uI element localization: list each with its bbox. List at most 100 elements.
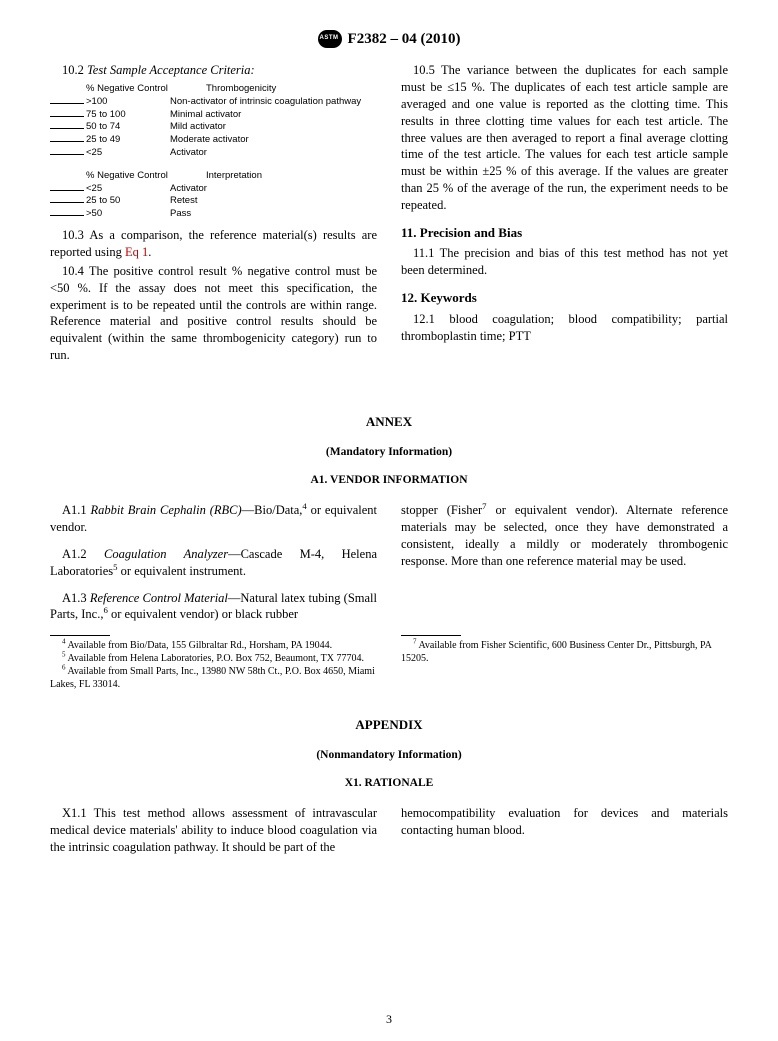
table-row: 50 to 74 Mild activator — [50, 121, 377, 134]
section-num: 10.4 — [62, 264, 84, 278]
cell: Minimal activator — [170, 109, 377, 122]
th-thrombo: Thrombogenicity — [206, 83, 377, 96]
text: . — [148, 245, 151, 259]
section-a1-2: A1.2 Coagulation Analyzer—Cascade M-4, H… — [50, 546, 377, 580]
fn-marker: 5 — [62, 651, 66, 659]
section-num: 11. — [401, 225, 417, 240]
cell: 25 to 50 — [86, 195, 120, 206]
footnotes-right: 7 Available from Fisher Scientific, 600 … — [401, 635, 728, 691]
footnote: 4 Available from Bio/Data, 155 Gilbralta… — [50, 639, 377, 652]
text: stopper (Fisher — [401, 503, 482, 517]
label: Reference Control Material — [90, 591, 228, 605]
appendix-header: APPENDIX (Nonmandatory Information) X1. … — [50, 717, 728, 789]
column-right: hemocompatibility evaluation for devices… — [401, 805, 728, 858]
section-10-4: 10.4 The positive control result % negat… — [50, 263, 377, 364]
section-num: A1.3 — [62, 591, 87, 605]
heading-12: 12. Keywords — [401, 289, 728, 307]
fn-marker: 7 — [413, 638, 417, 646]
blank-line-icon — [50, 215, 84, 216]
text: —Bio/Data, — [242, 503, 303, 517]
section-11-1: 11.1 The precision and bias of this test… — [401, 245, 728, 279]
th-neg-control: % Negative Control — [50, 83, 206, 96]
cell: 25 to 49 — [86, 134, 120, 145]
fn-marker: 4 — [62, 638, 66, 646]
cell: >50 — [86, 208, 102, 219]
section-num: 12. — [401, 290, 417, 305]
cell: Pass — [170, 208, 377, 221]
section-num: 10.2 — [62, 63, 84, 77]
text: The precision and bias of this test meth… — [401, 246, 728, 277]
th-neg-control: % Negative Control — [50, 170, 206, 183]
footnotes: 4 Available from Bio/Data, 155 Gilbralta… — [50, 625, 728, 691]
section-num: 12.1 — [413, 312, 435, 326]
text: hemocompatibility evaluation for devices… — [401, 806, 728, 837]
label: Rabbit Brain Cephalin (RBC) — [91, 503, 242, 517]
table-row: <25 Activator — [50, 183, 377, 196]
section-num: 10.5 — [413, 63, 435, 77]
table-row: % Negative Control Thrombogenicity — [50, 83, 377, 96]
heading-11: 11. Precision and Bias — [401, 224, 728, 242]
blank-line-icon — [50, 202, 84, 203]
column-left: A1.1 Rabbit Brain Cephalin (RBC)—Bio/Dat… — [50, 502, 377, 625]
appendix-columns: X1.1 This test method allows assessment … — [50, 805, 728, 858]
page-number: 3 — [0, 1012, 778, 1027]
column-left: 10.2 Test Sample Acceptance Criteria: % … — [50, 62, 377, 366]
blank-line-icon — [50, 128, 84, 129]
annex-columns: A1.1 Rabbit Brain Cephalin (RBC)—Bio/Dat… — [50, 502, 728, 625]
section-x1-1: X1.1 This test method allows assessment … — [50, 805, 377, 856]
blank-line-icon — [50, 154, 84, 155]
label: Coagulation Analyzer — [104, 547, 228, 561]
annex-header: ANNEX (Mandatory Information) A1. VENDOR… — [50, 414, 728, 486]
fn-text: Available from Bio/Data, 155 Gilbraltar … — [67, 640, 332, 651]
footnote: 5 Available from Helena Laboratories, P.… — [50, 652, 377, 665]
cell: 50 to 74 — [86, 121, 120, 132]
table-row: <25 Activator — [50, 147, 377, 160]
fn-text: Available from Helena Laboratories, P.O.… — [67, 653, 364, 664]
footnote: 6 Available from Small Parts, Inc., 1398… — [50, 665, 377, 691]
cell: 75 to 100 — [86, 109, 126, 120]
section-num: 11.1 — [413, 246, 434, 260]
cell: >100 — [86, 96, 107, 107]
blank-line-icon — [50, 190, 84, 191]
column-right: stopper (Fisher7 or equivalent vendor). … — [401, 502, 728, 625]
footnote-rule — [50, 635, 110, 636]
section-x1-1-cont: hemocompatibility evaluation for devices… — [401, 805, 728, 839]
section-num: 10.3 — [62, 228, 84, 242]
column-left: X1.1 This test method allows assessment … — [50, 805, 377, 858]
cell: Mild activator — [170, 121, 377, 134]
text: The variance between the duplicates for … — [401, 63, 728, 212]
section-10-5: 10.5 The variance between the duplicates… — [401, 62, 728, 214]
annex-title: ANNEX — [50, 414, 728, 430]
cell: Moderate activator — [170, 134, 377, 147]
section-title: Precision and Bias — [420, 225, 522, 240]
text: or equivalent instrument. — [118, 564, 246, 578]
section-num: A1.1 — [62, 503, 87, 517]
section-12-1: 12.1 blood coagulation; blood compatibil… — [401, 311, 728, 345]
cell: <25 — [86, 183, 102, 194]
page: F2382 – 04 (2010) 10.2 Test Sample Accep… — [0, 0, 778, 1041]
table-row: 75 to 100 Minimal activator — [50, 109, 377, 122]
text: or equivalent vendor) or black rubber — [108, 607, 298, 621]
column-right: 10.5 The variance between the duplicates… — [401, 62, 728, 366]
cell: Activator — [170, 183, 377, 196]
section-10-2: 10.2 Test Sample Acceptance Criteria: — [50, 62, 377, 79]
cell: Non-activator of intrinsic coagulation p… — [170, 96, 377, 109]
appendix-sub: (Nonmandatory Information) — [50, 749, 728, 761]
section-10-3: 10.3 As a comparison, the reference mate… — [50, 227, 377, 261]
text: As a comparison, the reference material(… — [50, 228, 377, 259]
text: blood coagulation; blood compatibility; … — [401, 312, 728, 343]
appendix-title: APPENDIX — [50, 717, 728, 733]
table-row: % Negative Control Interpretation — [50, 170, 377, 183]
doc-id: F2382 – 04 (2010) — [348, 31, 461, 48]
astm-logo-icon — [318, 30, 342, 48]
criteria-table-1: % Negative Control Thrombogenicity >100 … — [50, 83, 377, 221]
upper-columns: 10.2 Test Sample Acceptance Criteria: % … — [50, 62, 728, 366]
section-title: Keywords — [421, 290, 477, 305]
section-num: A1.2 — [62, 547, 87, 561]
fn-text: Available from Fisher Scientific, 600 Bu… — [401, 640, 711, 664]
cell: Retest — [170, 195, 377, 208]
fn-text: Available from Small Parts, Inc., 13980 … — [50, 666, 375, 690]
cell: Activator — [170, 147, 377, 160]
fn-marker: 6 — [62, 664, 66, 672]
table-row: 25 to 49 Moderate activator — [50, 134, 377, 147]
